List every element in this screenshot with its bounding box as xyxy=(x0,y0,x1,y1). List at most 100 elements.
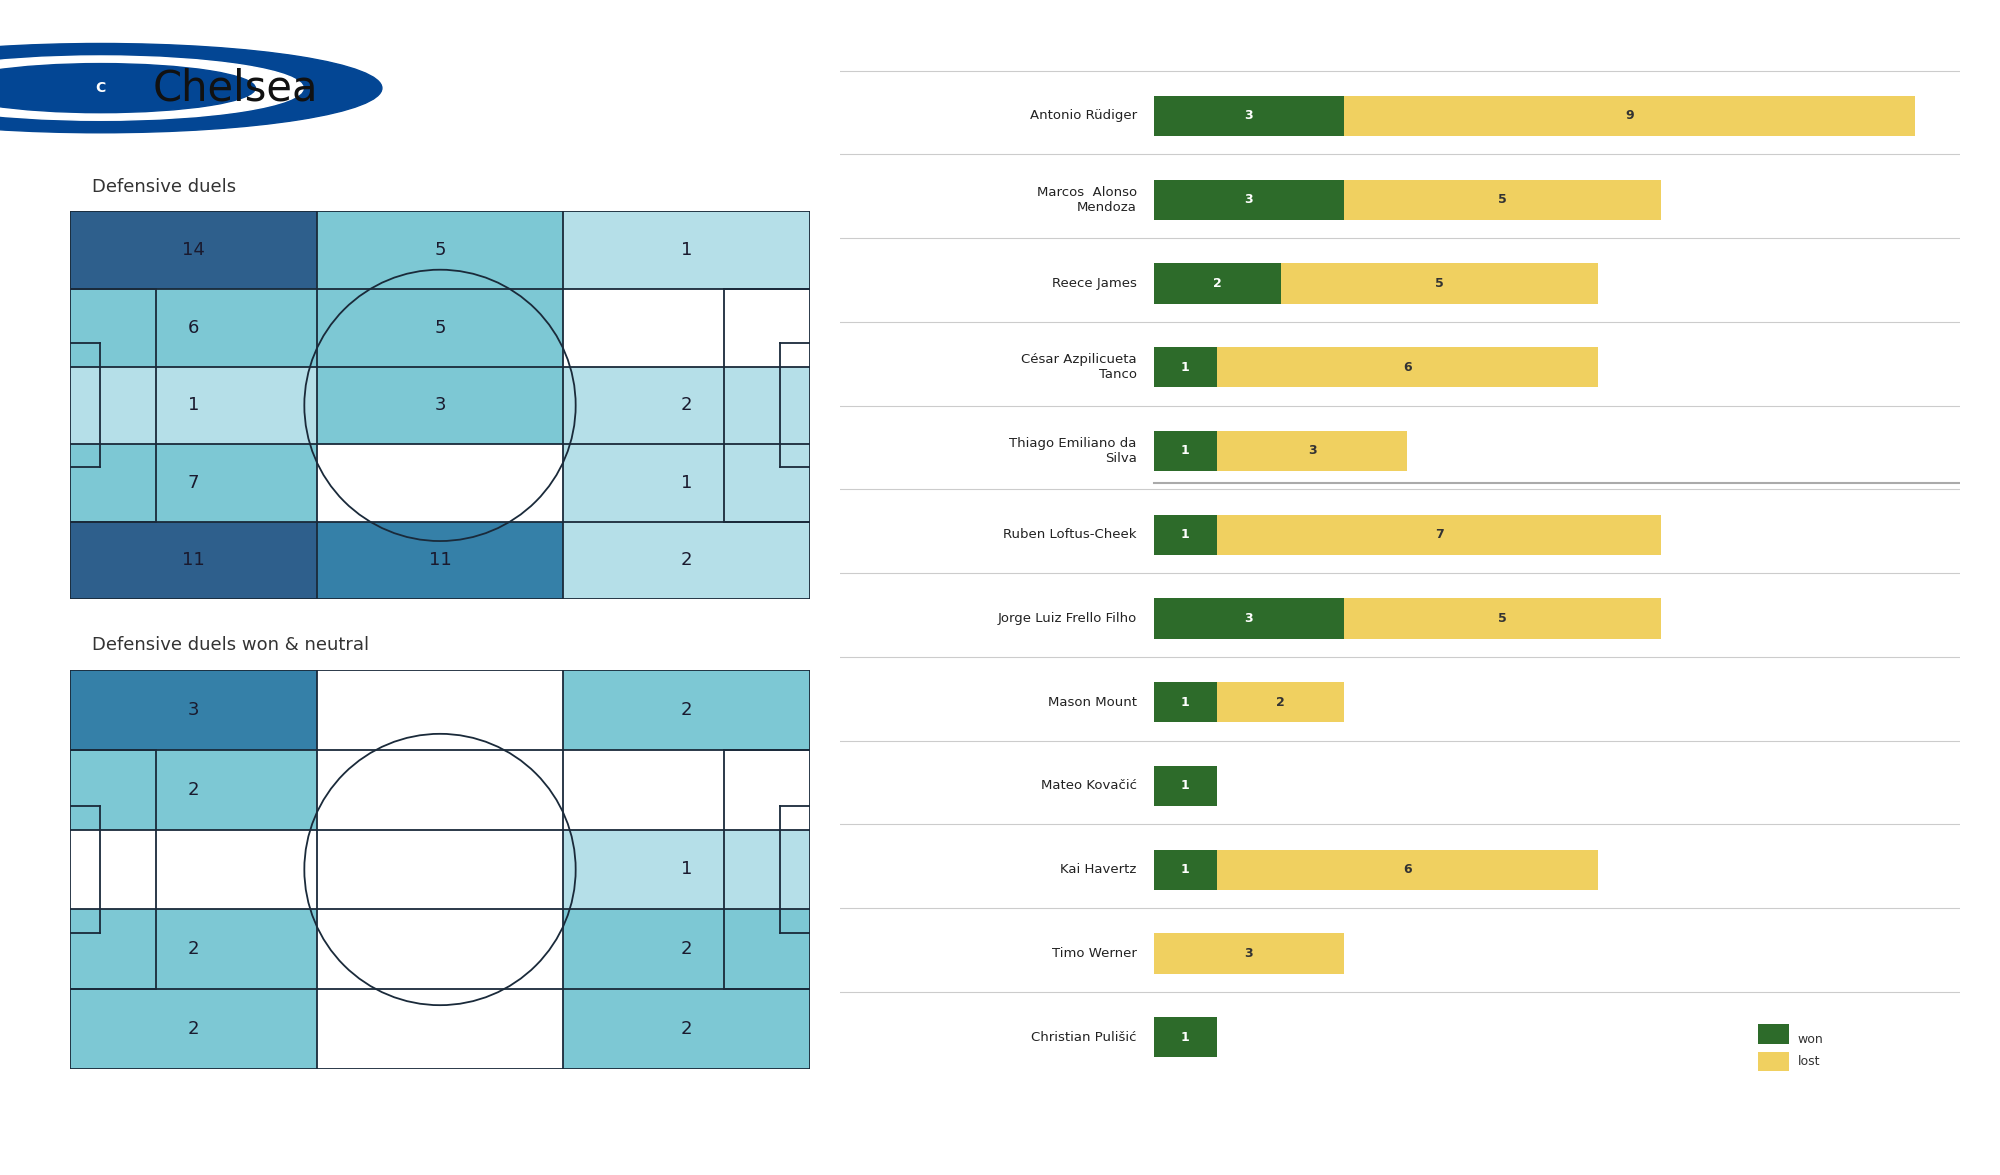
Bar xyxy=(316,367,564,444)
Bar xyxy=(1154,683,1218,723)
Bar xyxy=(564,830,810,909)
Text: Chelsea: Chelsea xyxy=(152,67,318,109)
Text: 3: 3 xyxy=(434,396,446,415)
Text: 1: 1 xyxy=(1180,779,1190,792)
Text: Kai Havertz: Kai Havertz xyxy=(1060,864,1136,877)
Text: 3: 3 xyxy=(1244,193,1254,206)
Bar xyxy=(70,989,316,1069)
Bar xyxy=(70,289,316,367)
Text: 1: 1 xyxy=(1180,444,1190,457)
Text: 6: 6 xyxy=(1404,361,1412,374)
Text: Timo Werner: Timo Werner xyxy=(1052,947,1136,960)
Text: 9: 9 xyxy=(1626,109,1634,122)
Bar xyxy=(1154,347,1218,388)
Bar xyxy=(1344,598,1662,638)
Bar xyxy=(1154,96,1344,136)
Text: 1: 1 xyxy=(1180,529,1190,542)
Bar xyxy=(1218,850,1598,889)
Bar xyxy=(564,522,810,599)
Text: Antonio Rüdiger: Antonio Rüdiger xyxy=(1030,109,1136,122)
Bar xyxy=(1154,1018,1218,1058)
Bar xyxy=(1154,431,1218,471)
Text: 3: 3 xyxy=(1244,947,1254,960)
Text: Defensive duels: Defensive duels xyxy=(92,177,236,196)
Text: 2: 2 xyxy=(188,940,200,959)
Circle shape xyxy=(0,43,382,133)
Text: C: C xyxy=(96,81,106,95)
Bar xyxy=(70,444,316,522)
Text: 3: 3 xyxy=(1244,109,1254,122)
Text: 3: 3 xyxy=(1244,612,1254,625)
Text: 1: 1 xyxy=(680,860,692,879)
Bar xyxy=(316,522,564,599)
Text: Mateo Kovačić: Mateo Kovačić xyxy=(1040,779,1136,792)
Bar xyxy=(70,212,316,289)
Text: 1: 1 xyxy=(1180,1030,1190,1043)
Text: 6: 6 xyxy=(1404,864,1412,877)
Bar xyxy=(70,909,316,989)
Text: 5: 5 xyxy=(1498,612,1508,625)
Text: 7: 7 xyxy=(188,474,200,492)
Text: 2: 2 xyxy=(680,396,692,415)
Text: Jorge Luiz Frello Filho: Jorge Luiz Frello Filho xyxy=(998,612,1136,625)
Text: won: won xyxy=(1798,1033,1824,1046)
Circle shape xyxy=(0,63,256,113)
Text: 2: 2 xyxy=(680,1020,692,1039)
Bar xyxy=(1154,598,1344,638)
Text: 7: 7 xyxy=(1434,529,1444,542)
Circle shape xyxy=(0,56,304,120)
Text: 5: 5 xyxy=(1498,193,1508,206)
Text: 2: 2 xyxy=(188,1020,200,1039)
Text: 5: 5 xyxy=(434,318,446,337)
Text: Defensive duels won & neutral: Defensive duels won & neutral xyxy=(92,636,370,654)
Bar xyxy=(1758,1025,1788,1043)
Bar xyxy=(564,444,810,522)
Text: 3: 3 xyxy=(1308,444,1316,457)
Bar xyxy=(316,212,564,289)
Bar xyxy=(564,909,810,989)
Text: 1: 1 xyxy=(188,396,200,415)
Bar xyxy=(316,750,564,830)
Text: 1: 1 xyxy=(1180,696,1190,709)
Text: 11: 11 xyxy=(182,551,204,570)
Bar xyxy=(1218,515,1662,555)
Bar xyxy=(564,212,810,289)
Text: 3: 3 xyxy=(188,700,200,719)
Bar xyxy=(1154,180,1344,220)
Bar xyxy=(564,289,810,367)
Text: 1: 1 xyxy=(1180,864,1190,877)
Text: 1: 1 xyxy=(680,241,692,260)
Text: 6: 6 xyxy=(188,318,200,337)
Text: 11: 11 xyxy=(428,551,452,570)
Bar xyxy=(70,670,316,750)
Text: 5: 5 xyxy=(434,241,446,260)
Bar xyxy=(564,670,810,750)
Text: Marcos  Alonso
Mendoza: Marcos Alonso Mendoza xyxy=(1036,186,1136,214)
Bar xyxy=(1154,263,1280,303)
Text: 5: 5 xyxy=(1434,277,1444,290)
Text: 2: 2 xyxy=(680,551,692,570)
Text: 1: 1 xyxy=(680,474,692,492)
Text: 14: 14 xyxy=(182,241,204,260)
Text: 1: 1 xyxy=(1180,361,1190,374)
Bar xyxy=(1218,431,1408,471)
Text: 2: 2 xyxy=(680,700,692,719)
Bar xyxy=(1218,347,1598,388)
Bar xyxy=(1344,180,1662,220)
Bar xyxy=(564,367,810,444)
Bar xyxy=(70,830,316,909)
Bar xyxy=(1154,933,1344,974)
Bar xyxy=(1280,263,1598,303)
Bar xyxy=(1154,850,1218,889)
Bar xyxy=(70,522,316,599)
Bar xyxy=(316,444,564,522)
Bar xyxy=(1154,766,1218,806)
Text: César Azpilicueta
Tanco: César Azpilicueta Tanco xyxy=(1022,354,1136,381)
Bar xyxy=(316,909,564,989)
Bar xyxy=(70,750,316,830)
Text: Mason Mount: Mason Mount xyxy=(1048,696,1136,709)
Text: 2: 2 xyxy=(680,940,692,959)
Bar xyxy=(316,670,564,750)
Text: lost: lost xyxy=(1798,1055,1820,1068)
Text: Christian Pulišić: Christian Pulišić xyxy=(1032,1030,1136,1043)
